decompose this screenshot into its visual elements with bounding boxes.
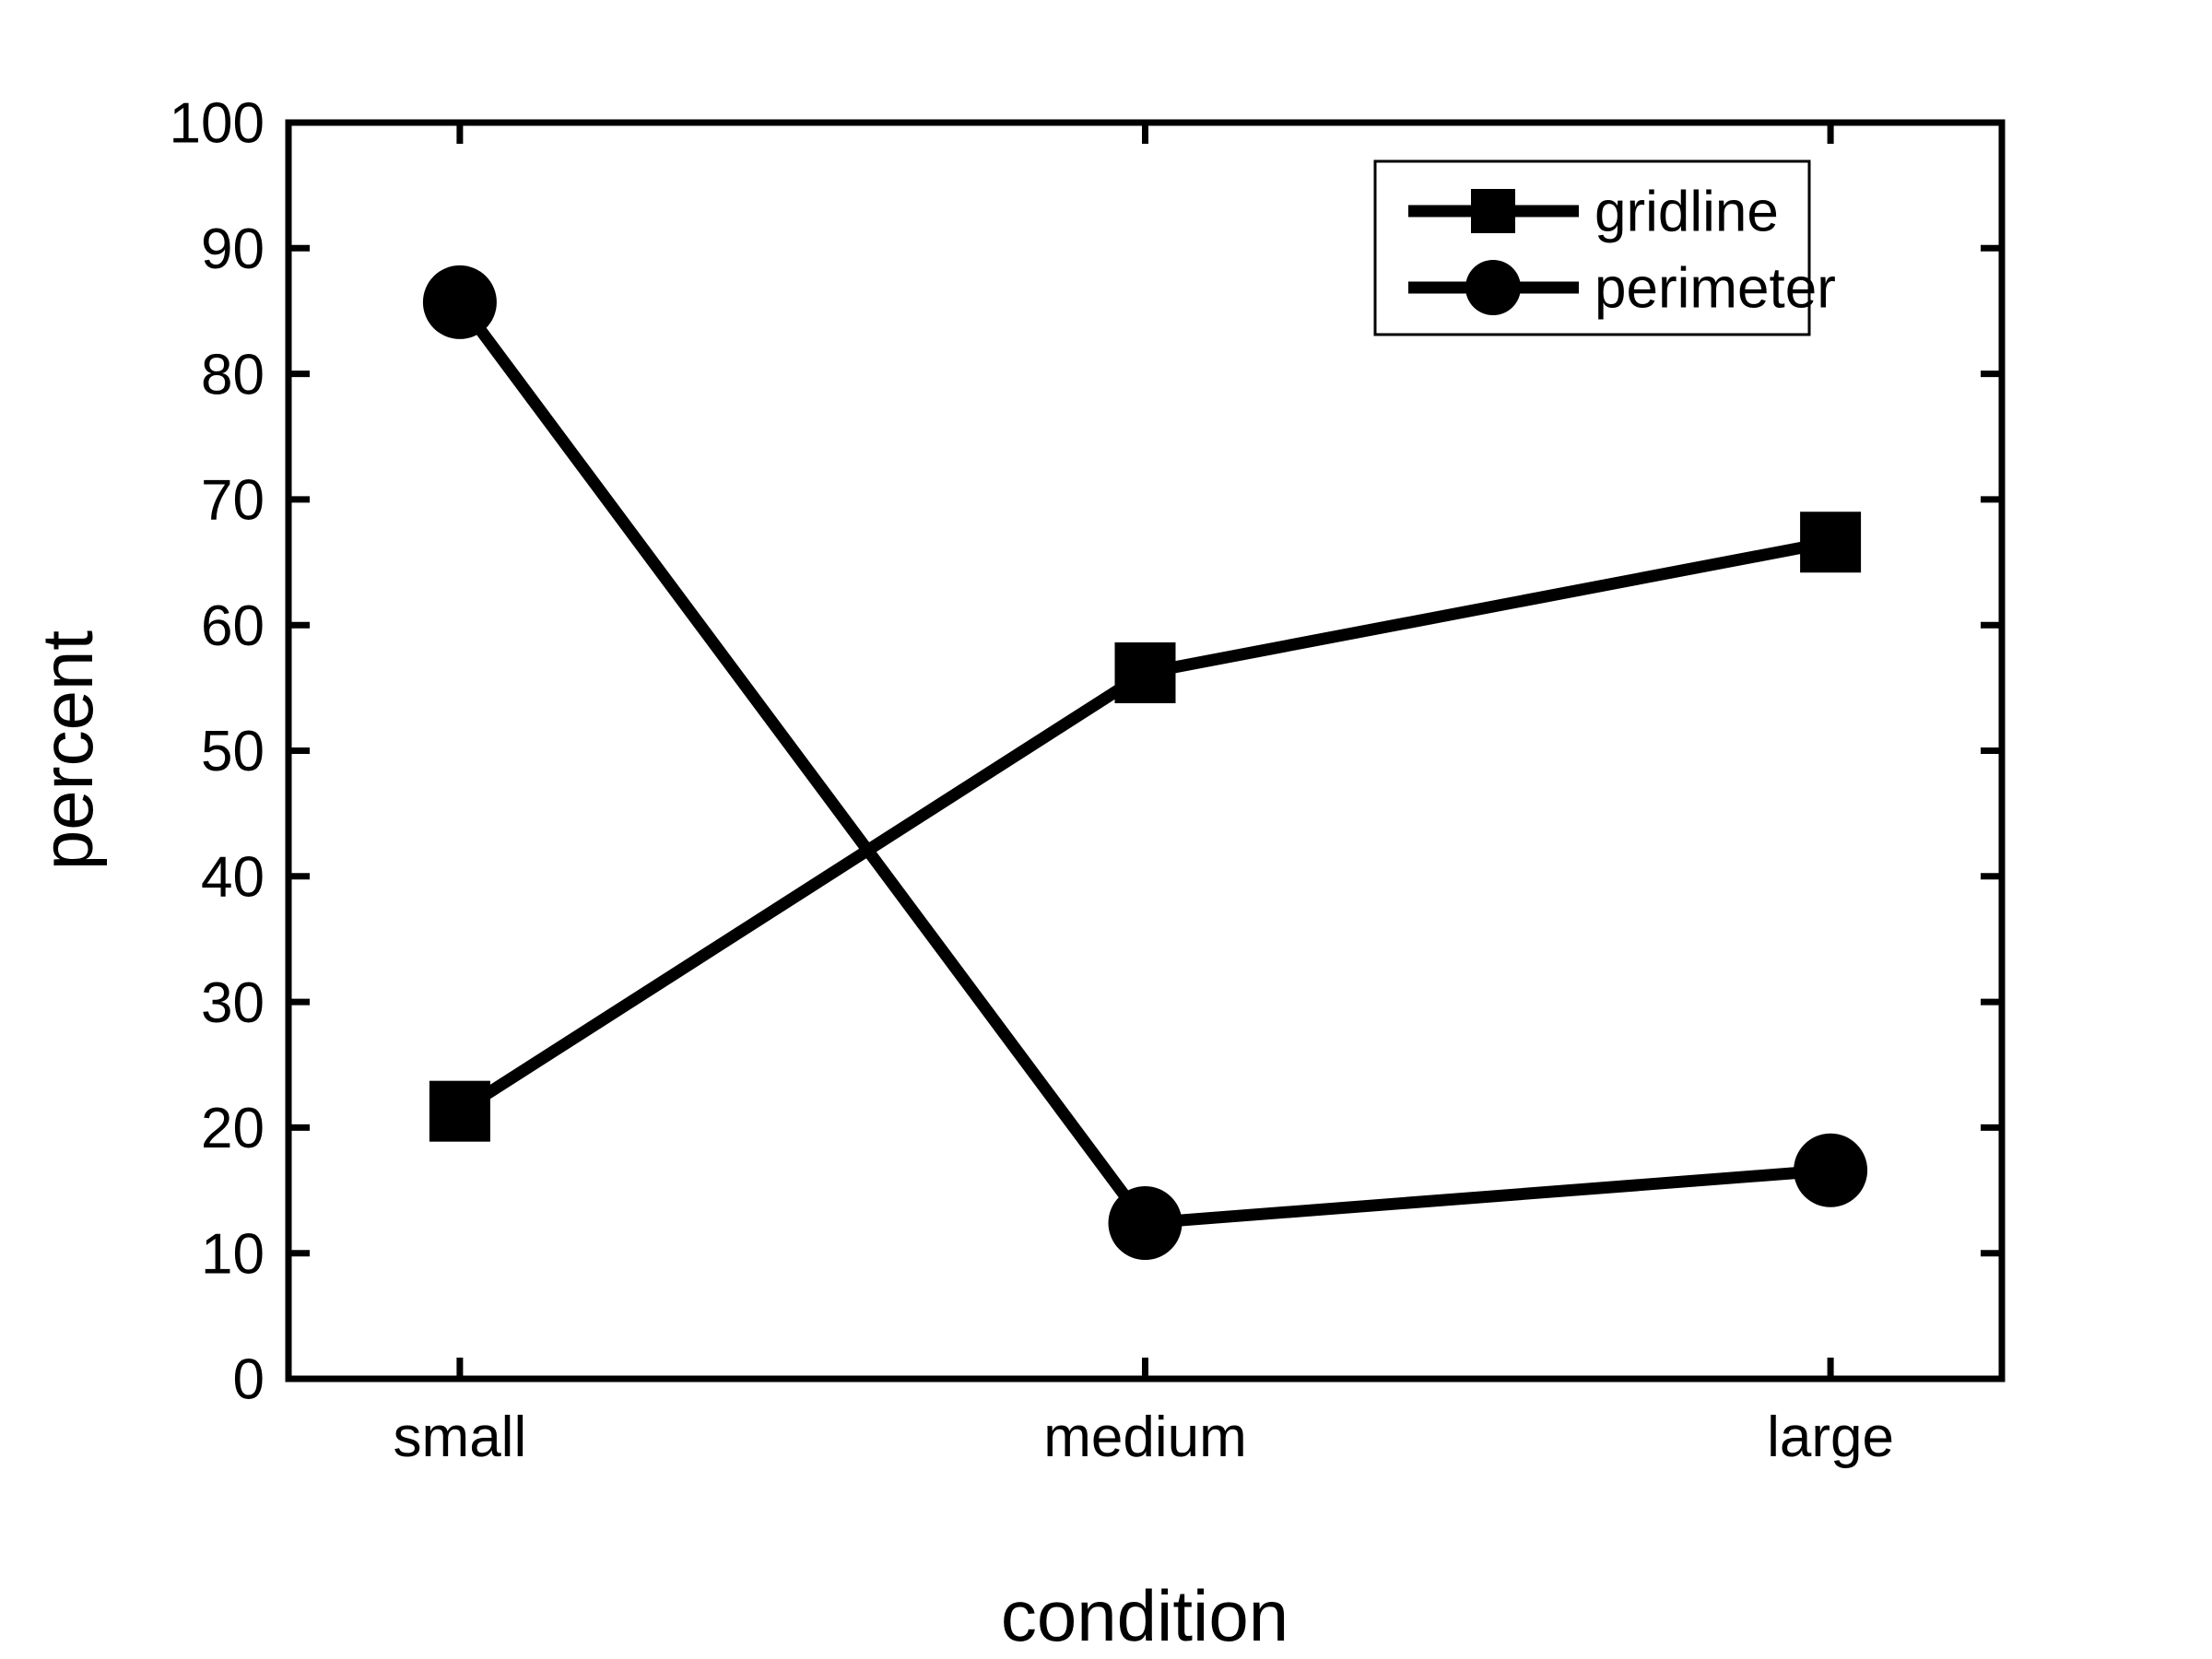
data-point-square-gridline <box>1114 641 1176 703</box>
data-point-square-gridline <box>1800 512 1862 573</box>
series-line-gridline <box>456 535 1832 1117</box>
data-point-circle-perimeter <box>1108 1185 1182 1260</box>
y-axis-title: percent <box>27 630 108 870</box>
axes: 0 10 20 30 40 50 60 70 80 90 100 small medium large <box>170 92 2006 1469</box>
x-category-label: medium <box>1043 1406 1247 1469</box>
data-point-circle-perimeter <box>1794 1133 1868 1207</box>
y-tick-label: 40 <box>201 846 265 910</box>
data-series <box>422 265 1868 1260</box>
data-point-circle-perimeter <box>422 265 497 339</box>
data-point-square-gridline <box>429 1080 490 1142</box>
x-axis-title: condition <box>1001 1575 1288 1656</box>
y-tick-label: 20 <box>201 1097 265 1160</box>
x-category-label: small <box>394 1406 527 1469</box>
legend-circle-marker <box>1465 260 1521 315</box>
legend: gridline perimeter <box>1373 159 1836 336</box>
y-tick-label: 70 <box>201 469 265 533</box>
y-tick-label: 60 <box>201 594 265 658</box>
y-tick-label: 100 <box>170 92 265 156</box>
y-tick-label: 80 <box>201 343 265 406</box>
legend-square-marker <box>1471 189 1515 233</box>
y-tick-label: 0 <box>233 1348 265 1412</box>
legend-entry-label: gridline <box>1594 181 1779 244</box>
y-tick-label: 90 <box>201 218 265 281</box>
legend-entry-label: perimeter <box>1594 257 1836 321</box>
legend-box <box>1373 159 1811 336</box>
x-category-label: large <box>1767 1406 1894 1469</box>
plot-box <box>285 119 2006 1382</box>
y-tick-label: 50 <box>201 720 265 783</box>
y-tick-label: 10 <box>201 1222 265 1286</box>
series-line-perimeter <box>454 299 1831 1230</box>
y-tick-label: 30 <box>201 971 265 1035</box>
